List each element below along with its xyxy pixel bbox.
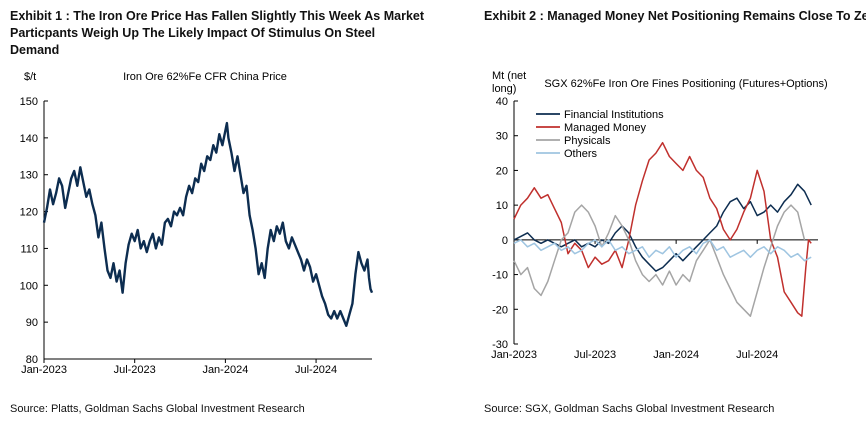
series-line-others — [513, 239, 812, 262]
y-tick-label: 90 — [26, 317, 38, 329]
y-axis-label: Mt (net long) — [492, 70, 526, 95]
y-tick-label: 80 — [26, 354, 38, 366]
series-line-price — [42, 121, 374, 327]
y-tick-label: 100 — [20, 280, 38, 292]
y-tick-label: 140 — [20, 133, 38, 145]
positioning-chart: -30 -20 -10 0 10 20 30 40 Jan-2023 Jul-2023 Jan-20… — [491, 70, 828, 361]
y-tick-label: 150 — [20, 96, 38, 108]
exhibit-1: Exhibit 1 : The Iron Ore Price Has Falle… — [0, 0, 430, 438]
y-axis-label: $/t — [24, 71, 36, 83]
legend-label: Others — [564, 148, 598, 160]
y-tick-label: -10 — [492, 270, 508, 282]
x-tick-label: Jan-2024 — [202, 364, 248, 376]
y-tick-label: 20 — [496, 165, 508, 177]
x-tick-label: Jul-2023 — [114, 364, 156, 376]
exhibit-1-source: Source: Platts, Goldman Sachs Global Inv… — [10, 403, 305, 415]
y-tick-label: 120 — [20, 207, 38, 219]
x-tick-label: Jan-2023 — [491, 349, 537, 361]
legend-label: Managed Money — [564, 122, 646, 134]
chart-title: Iron Ore 62%Fe CFR China Price — [123, 71, 287, 83]
y-tick-label: 130 — [20, 170, 38, 182]
exhibit-2-source: Source: SGX, Goldman Sachs Global Invest… — [484, 403, 775, 415]
y-tick-label: 0 — [502, 235, 508, 247]
series-line-managed-money — [513, 141, 812, 317]
exhibit-1-title: Exhibit 1 : The Iron Ore Price Has Falle… — [10, 9, 425, 57]
x-tick-label: Jul-2024 — [295, 364, 337, 376]
legend-label: Financial Institutions — [564, 109, 664, 121]
x-tick-label: Jul-2023 — [574, 349, 616, 361]
y-tick-label: 110 — [20, 243, 38, 255]
exhibit-2: Exhibit 2 : Managed Money Net Positionin… — [436, 0, 866, 438]
iron-ore-price-chart: 80 90 100 110 120 130 140 150 Jan-2023 Jul-2023 Ja… — [20, 71, 374, 376]
series-line-financial-institutions — [513, 183, 812, 272]
x-tick-label: Jul-2024 — [736, 349, 778, 361]
y-tick-label: 40 — [496, 96, 508, 108]
y-tick-label: -20 — [492, 304, 508, 316]
chart-title: SGX 62%Fe Iron Ore Fines Positioning (Fu… — [544, 78, 827, 90]
y-tick-label: -30 — [492, 339, 508, 351]
legend-label: Physicals — [564, 135, 611, 147]
y-tick-label: 10 — [496, 200, 508, 212]
exhibit-2-title: Exhibit 2 : Managed Money Net Positionin… — [484, 9, 866, 23]
y-tick-label: 30 — [496, 131, 508, 143]
series-line-physicals — [513, 204, 806, 317]
x-tick-label: Jan-2023 — [21, 364, 67, 376]
x-tick-label: Jan-2024 — [653, 349, 699, 361]
